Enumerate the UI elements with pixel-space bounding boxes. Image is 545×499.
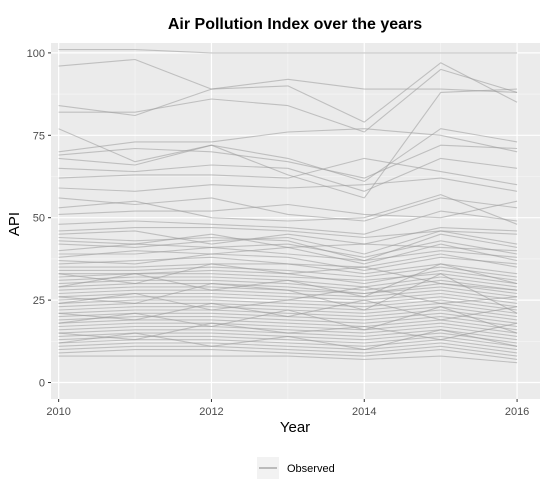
series-line <box>58 306 518 334</box>
series-line <box>58 289 518 301</box>
x-tick-label: 2012 <box>199 406 223 418</box>
series-line <box>58 345 518 357</box>
series-line <box>58 286 518 311</box>
series-line <box>58 68 518 133</box>
series-line <box>58 329 518 351</box>
series-line <box>58 49 518 54</box>
series-line <box>58 266 518 278</box>
series-line <box>58 322 518 334</box>
x-tick-label: 2014 <box>352 406 376 418</box>
series-line <box>58 299 518 321</box>
series-line <box>58 230 518 255</box>
series-line <box>58 349 518 360</box>
series-line <box>58 322 518 341</box>
series-line <box>58 253 518 271</box>
series-lines <box>58 49 518 364</box>
x-tick-label: 2010 <box>46 406 70 418</box>
series-line <box>58 279 518 291</box>
series-line <box>58 200 518 219</box>
x-axis: 2010 2012 2014 2016 <box>46 399 529 418</box>
series-line <box>58 246 518 262</box>
y-axis-title: API <box>6 212 23 236</box>
legend-label: Observed <box>287 463 335 475</box>
y-tick-label: 25 <box>33 295 45 307</box>
series-line <box>58 240 518 258</box>
series-line <box>58 88 518 199</box>
y-tick-label: 50 <box>33 213 45 225</box>
x-axis-title: Year <box>280 419 310 436</box>
series-line <box>58 263 518 291</box>
series-line <box>58 194 518 225</box>
y-tick-label: 100 <box>27 48 45 60</box>
series-line <box>58 144 518 179</box>
series-line <box>58 157 518 186</box>
series-line <box>58 58 518 93</box>
series-line <box>58 177 518 192</box>
series-line <box>58 210 518 235</box>
chart-title: Air Pollution Index over the years <box>168 16 422 33</box>
series-line <box>58 335 518 347</box>
series-line <box>58 309 518 321</box>
legend: Observed <box>257 457 335 479</box>
series-line <box>58 342 518 354</box>
series-line <box>58 263 518 298</box>
series-line <box>58 128 518 182</box>
series-line <box>58 355 518 364</box>
series-line <box>58 62 518 123</box>
series-line <box>58 316 518 328</box>
series-line <box>58 227 518 245</box>
series-line <box>58 299 518 311</box>
series-line <box>58 243 518 265</box>
series-line <box>58 233 518 262</box>
x-tick-label: 2016 <box>505 406 529 418</box>
y-axis: 0 25 50 75 100 <box>27 48 51 390</box>
y-tick-label: 75 <box>33 130 45 142</box>
y-tick-label: 0 <box>39 378 45 390</box>
series-line <box>58 157 518 192</box>
series-line <box>58 273 518 314</box>
series-line <box>58 325 518 337</box>
series-line <box>58 128 518 153</box>
series-line <box>58 197 518 222</box>
